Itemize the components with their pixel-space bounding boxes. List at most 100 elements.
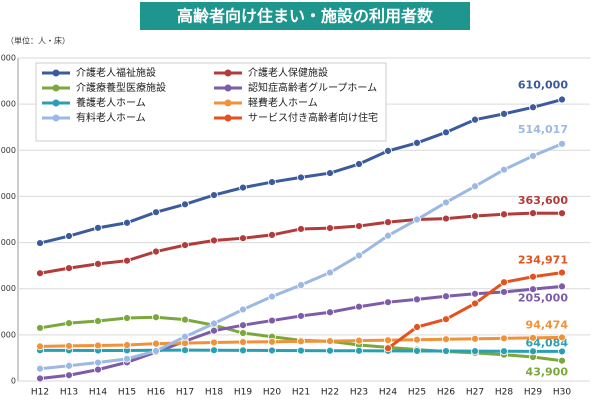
data-point: [471, 289, 479, 298]
data-point: [355, 160, 363, 168]
y-tick-label: 400,000: [0, 192, 16, 201]
data-point: [210, 319, 218, 328]
data-point: [181, 200, 189, 209]
data-point: [326, 308, 334, 317]
legend-label: 介護療養型医療施設: [76, 81, 166, 94]
legend-label: 介護老人福祉施設: [76, 66, 156, 79]
end-label: 514,017: [518, 123, 568, 136]
data-point: [558, 347, 566, 356]
data-point: [210, 236, 218, 245]
data-point: [326, 169, 334, 177]
data-point: [268, 346, 276, 355]
legend-swatch-marker: [224, 99, 232, 107]
chart-title: 高齢者向け住まい・施設の利用者数: [177, 7, 434, 26]
legend-label: 軽費老人ホーム: [248, 96, 318, 109]
legend-swatch-marker: [52, 84, 60, 92]
data-point: [268, 231, 276, 239]
data-point: [442, 315, 450, 324]
data-point: [558, 333, 566, 342]
end-label: 610,000: [518, 79, 568, 92]
data-point: [442, 347, 450, 355]
x-tick-label: H28: [495, 388, 513, 398]
data-point: [65, 371, 73, 380]
data-point: [558, 139, 566, 148]
x-tick-label: H30: [553, 388, 571, 398]
data-point: [326, 268, 334, 277]
legend-label: 養護老人ホーム: [76, 96, 146, 109]
title-banner: [140, 2, 470, 30]
data-point: [65, 264, 73, 273]
data-point: [94, 259, 102, 268]
legend-swatch-marker: [52, 114, 60, 122]
y-tick-label: 100,000: [0, 330, 16, 339]
data-point: [297, 225, 305, 233]
data-point: [181, 315, 189, 324]
data-point: [558, 268, 566, 277]
data-point: [326, 224, 334, 232]
x-tick-label: H17: [176, 388, 194, 398]
data-point: [239, 305, 247, 314]
data-point: [123, 354, 131, 363]
data-point: [355, 302, 363, 311]
data-point: [239, 183, 247, 192]
data-point: [36, 364, 44, 373]
legend-swatch-marker: [52, 69, 60, 77]
data-point: [442, 214, 450, 223]
data-point: [500, 288, 508, 296]
data-point: [384, 146, 392, 155]
data-point: [500, 347, 508, 356]
x-tick-label: H18: [205, 388, 223, 398]
legend-swatch-marker: [52, 99, 60, 107]
x-tick-label: H14: [89, 388, 107, 398]
data-point: [471, 182, 479, 191]
data-point: [529, 285, 537, 294]
data-point: [384, 298, 392, 307]
data-point: [152, 208, 160, 217]
data-point: [210, 326, 218, 335]
data-point: [558, 95, 566, 104]
data-point: [500, 109, 508, 118]
data-point: [384, 231, 392, 240]
data-point: [65, 361, 73, 370]
x-tick-label: H27: [466, 388, 484, 398]
y-tick-label: 0: [11, 377, 16, 386]
x-tick-label: H25: [408, 388, 426, 398]
data-point: [36, 374, 44, 383]
data-point: [152, 347, 160, 355]
data-point: [413, 215, 421, 224]
data-point: [529, 347, 537, 356]
data-point: [355, 336, 363, 345]
y-tick-label: 300,000: [0, 238, 16, 247]
data-point: [123, 256, 131, 265]
data-point: [239, 234, 247, 243]
data-point: [152, 339, 160, 348]
x-tick-label: H24: [379, 388, 397, 398]
data-point: [297, 337, 305, 346]
data-point: [268, 178, 276, 186]
data-point: [268, 292, 276, 301]
legend-box: [35, 62, 387, 142]
data-point: [181, 346, 189, 355]
data-point: [500, 278, 508, 287]
data-point: [123, 314, 131, 322]
data-point: [529, 103, 537, 112]
data-point: [558, 282, 566, 291]
data-point: [529, 272, 537, 281]
data-point: [500, 210, 508, 219]
legend-label: 介護老人保健施設: [248, 66, 328, 79]
data-point: [94, 317, 102, 325]
y-tick-label: 200,000: [0, 284, 16, 293]
data-point: [94, 341, 102, 350]
series-line: [39, 284, 563, 380]
end-label: 205,000: [518, 291, 568, 304]
end-label: 363,600: [518, 194, 568, 207]
data-point: [36, 324, 44, 332]
data-point: [297, 312, 305, 320]
data-point: [94, 365, 102, 374]
data-point: [442, 292, 450, 301]
data-point: [181, 241, 189, 250]
end-label: 43,900: [526, 366, 569, 379]
data-point: [239, 329, 247, 337]
data-point: [413, 335, 421, 344]
